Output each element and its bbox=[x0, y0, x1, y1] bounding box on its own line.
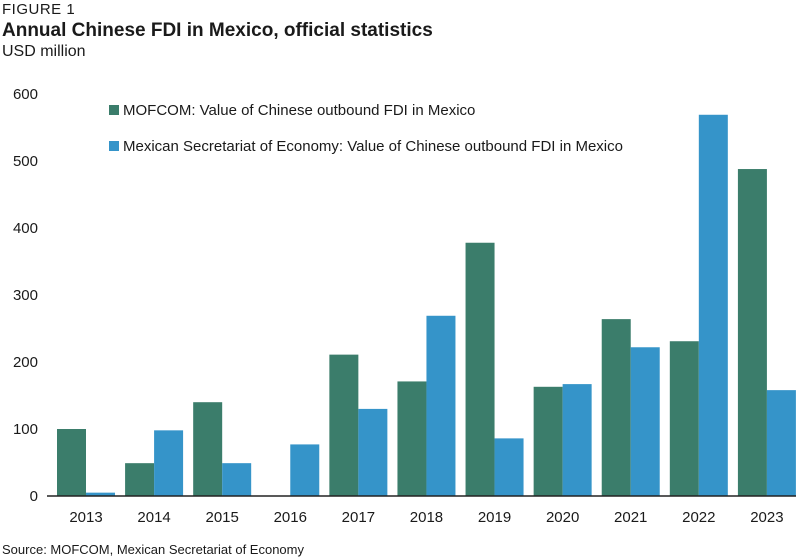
x-tick-label: 2013 bbox=[69, 509, 102, 526]
legend-label-se: Mexican Secretariat of Economy: Value of… bbox=[123, 138, 623, 155]
chart-title: Annual Chinese FDI in Mexico, official s… bbox=[2, 20, 433, 41]
bar-se-2015 bbox=[222, 463, 252, 496]
y-axis-ticks: 0 100 200 300 400 500 600 bbox=[13, 86, 38, 505]
bar-mofcom-2022 bbox=[669, 341, 699, 496]
legend-swatch-mofcom bbox=[109, 105, 119, 115]
y-tick-label: 200 bbox=[13, 354, 38, 371]
bar-mofcom-2017 bbox=[329, 354, 359, 496]
bar-mofcom-2023 bbox=[737, 169, 767, 497]
bar-mofcom-2020 bbox=[533, 386, 563, 496]
figure-label: FIGURE 1 bbox=[2, 1, 76, 18]
bar-se-2019 bbox=[494, 438, 524, 496]
bar-se-2020 bbox=[562, 384, 592, 496]
legend-label-mofcom: MOFCOM: Value of Chinese outbound FDI in… bbox=[123, 102, 475, 119]
x-tick-label: 2019 bbox=[478, 509, 511, 526]
x-tick-label: 2023 bbox=[750, 509, 783, 526]
bar-se-2023 bbox=[766, 390, 796, 496]
bar-se-2021 bbox=[630, 347, 660, 496]
x-tick-label: 2018 bbox=[410, 509, 443, 526]
bar-se-2014 bbox=[154, 430, 184, 496]
x-tick-label: 2015 bbox=[205, 509, 238, 526]
bar-mofcom-2015 bbox=[193, 402, 223, 496]
x-tick-label: 2014 bbox=[137, 509, 170, 526]
bar-se-2013 bbox=[86, 492, 115, 496]
legend: MOFCOM: Value of Chinese outbound FDI in… bbox=[109, 102, 623, 155]
y-tick-label: 300 bbox=[13, 287, 38, 304]
y-tick-label: 600 bbox=[13, 86, 38, 103]
bar-se-2016 bbox=[290, 444, 320, 496]
y-tick-label: 100 bbox=[13, 421, 38, 438]
bar-mofcom-2021 bbox=[601, 319, 631, 496]
y-tick-label: 500 bbox=[13, 153, 38, 170]
bars bbox=[57, 114, 796, 497]
y-axis-unit: USD million bbox=[2, 43, 86, 60]
bar-mofcom-2018 bbox=[397, 381, 427, 496]
bar-se-2022 bbox=[698, 114, 728, 497]
source-note: Source: MOFCOM, Mexican Secretariat of E… bbox=[2, 542, 304, 557]
legend-swatch-se bbox=[109, 141, 119, 151]
x-axis-ticks: 2013 2014 2015 2016 2017 2018 2019 2020 2021 2022… bbox=[69, 509, 783, 526]
y-tick-label: 0 bbox=[30, 488, 38, 505]
x-tick-label: 2022 bbox=[682, 509, 715, 526]
y-tick-label: 400 bbox=[13, 220, 38, 237]
bar-se-2017 bbox=[358, 408, 388, 496]
bar-se-2018 bbox=[426, 315, 456, 496]
bar-mofcom-2014 bbox=[125, 463, 155, 496]
x-tick-label: 2020 bbox=[546, 509, 579, 526]
x-tick-label: 2017 bbox=[342, 509, 375, 526]
x-tick-label: 2021 bbox=[614, 509, 647, 526]
x-tick-label: 2016 bbox=[274, 509, 307, 526]
bar-mofcom-2019 bbox=[465, 242, 495, 496]
bar-mofcom-2013 bbox=[57, 429, 86, 496]
